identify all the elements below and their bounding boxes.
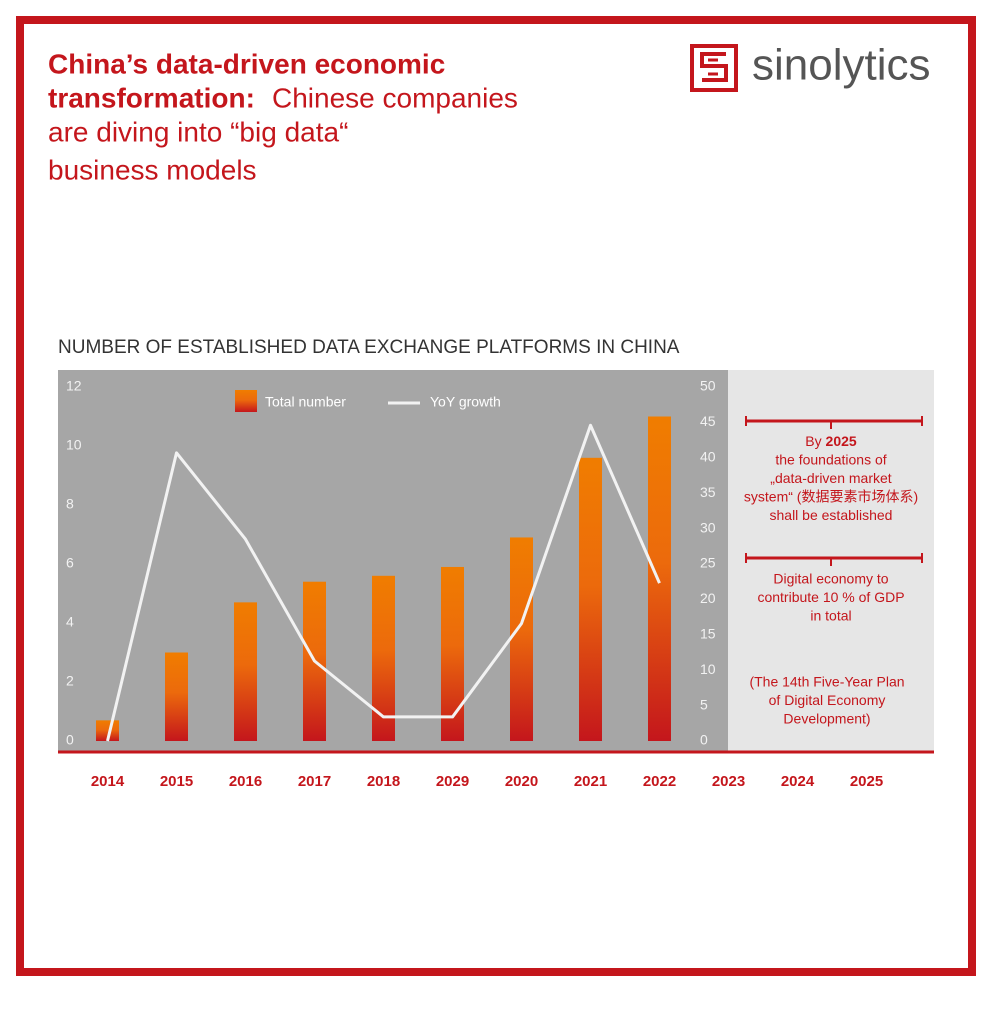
x-tick-label: 2025 bbox=[850, 773, 883, 790]
y-tick-label: 6 bbox=[66, 555, 74, 571]
x-tick-label: 2016 bbox=[229, 773, 262, 790]
annotation: shall be established bbox=[770, 507, 893, 523]
x-tick-label: 2024 bbox=[781, 773, 815, 790]
annotation: Digital economy to bbox=[773, 571, 888, 587]
y2-tick-label: 45 bbox=[700, 413, 716, 429]
y2-tick-label: 35 bbox=[700, 484, 716, 500]
y2-tick-label: 25 bbox=[700, 555, 716, 571]
header-title: transformation: bbox=[48, 82, 255, 113]
annotation: Development) bbox=[783, 711, 870, 727]
x-tick-label: 2022 bbox=[643, 773, 676, 790]
annotation: By 2025 bbox=[805, 433, 857, 449]
bar bbox=[579, 457, 602, 741]
header-subtitle: business models bbox=[48, 154, 257, 185]
y-tick-label: 4 bbox=[66, 614, 74, 630]
y2-tick-label: 30 bbox=[700, 519, 716, 535]
y2-tick-label: 15 bbox=[700, 626, 716, 642]
header-subtitle: Chinese companies bbox=[272, 82, 518, 113]
legend-label: Total number bbox=[265, 394, 346, 410]
chart-title: NUMBER OF ESTABLISHED DATA EXCHANGE PLAT… bbox=[58, 337, 680, 358]
line bbox=[106, 423, 661, 742]
y-tick-label: 2 bbox=[66, 673, 74, 689]
legend-label: YoY growth bbox=[430, 394, 501, 410]
annotation: the foundations of bbox=[775, 452, 886, 468]
bar bbox=[372, 575, 395, 741]
x-tick-label: 2014 bbox=[91, 773, 125, 790]
bar bbox=[234, 602, 257, 741]
y-tick-label: 12 bbox=[66, 378, 82, 394]
legend-swatch bbox=[235, 390, 257, 412]
x-tick-label: 2017 bbox=[298, 773, 331, 790]
x-tick-label: 2029 bbox=[436, 773, 469, 790]
y2-tick-label: 10 bbox=[700, 661, 716, 677]
y-tick-label: 0 bbox=[66, 732, 74, 748]
x-tick-label: 2023 bbox=[712, 773, 745, 790]
header-title: China’s data-driven economic bbox=[48, 48, 445, 79]
bar bbox=[96, 720, 119, 741]
x-tick-label: 2020 bbox=[505, 773, 538, 790]
bar bbox=[648, 416, 671, 741]
annotation: contribute 10 % of GDP bbox=[757, 589, 904, 605]
y2-tick-label: 50 bbox=[700, 378, 716, 394]
bar bbox=[510, 537, 533, 741]
header-subtitle: are diving into “big data“ bbox=[48, 116, 348, 147]
y2-tick-label: 20 bbox=[700, 590, 716, 606]
bar bbox=[441, 566, 464, 741]
y2-tick-label: 40 bbox=[700, 449, 716, 465]
annotation: system“ (数据要素市场体系) bbox=[744, 489, 918, 505]
logo bbox=[690, 44, 738, 92]
y-tick-label: 10 bbox=[66, 437, 82, 453]
y2-tick-label: 0 bbox=[700, 732, 708, 748]
y2-tick-label: 5 bbox=[700, 696, 708, 712]
annotation: of Digital Economy bbox=[769, 692, 886, 708]
annotation: 2025 bbox=[826, 433, 857, 449]
bar bbox=[165, 652, 188, 741]
frame bbox=[16, 16, 976, 976]
annotation: in total bbox=[810, 608, 851, 624]
annotation: (The 14th Five-Year Plan bbox=[749, 674, 904, 690]
annotation: By bbox=[805, 433, 821, 449]
x-tick-label: 2021 bbox=[574, 773, 607, 790]
x-tick-label: 2015 bbox=[160, 773, 193, 790]
y-tick-label: 8 bbox=[66, 496, 74, 512]
annotation: „data-driven market bbox=[770, 470, 891, 486]
brand: sinolytics bbox=[752, 41, 931, 90]
x-tick-label: 2018 bbox=[367, 773, 400, 790]
